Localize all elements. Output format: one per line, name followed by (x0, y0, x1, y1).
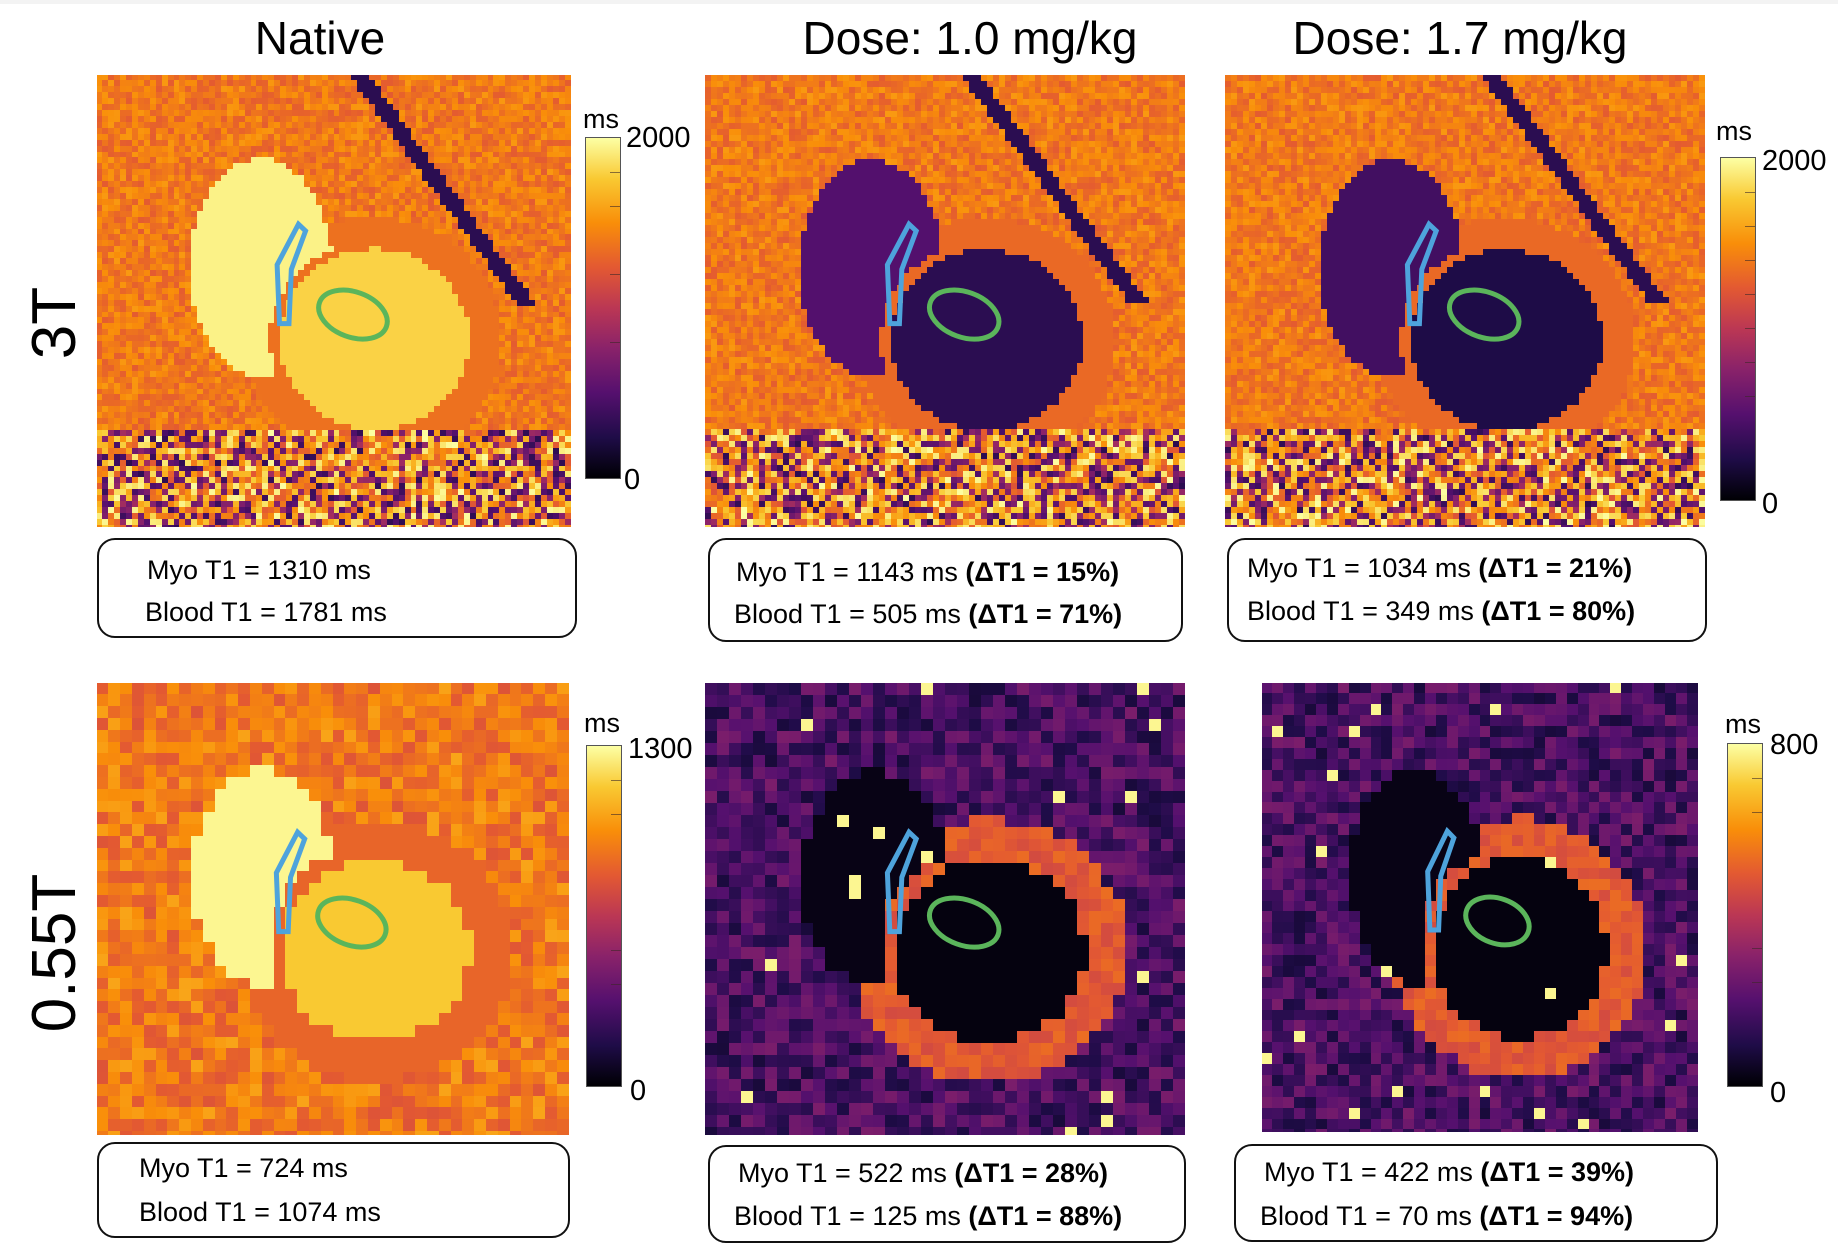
colorbar-max-label: 800 (1770, 729, 1819, 761)
t1-map-image (705, 75, 1185, 527)
roi-overlay (884, 220, 1002, 342)
colorbar-max-label: 1300 (628, 733, 693, 765)
blood-pool-roi (315, 895, 389, 950)
roi-overlay (273, 828, 389, 950)
myocardium-roi (274, 220, 309, 327)
blood-pool-roi (1463, 894, 1532, 948)
row-label-0-55t: 0.55T (20, 873, 89, 1033)
blood-pool-roi (926, 895, 1002, 950)
colorbar-gradient (1720, 157, 1756, 501)
column-title-native: Native (254, 12, 386, 64)
blood-t1-value: Blood T1 = 1781 ms (145, 597, 387, 627)
t1-map-image (1225, 75, 1705, 527)
t1-map-image (1262, 683, 1698, 1132)
colorbar-gradient (586, 745, 622, 1087)
t1-map-0-55t-dose-1-0 (705, 683, 1185, 1135)
myo-t1-value: Myo T1 = 1310 ms (147, 555, 371, 585)
colorbar-unit: ms (1725, 709, 1761, 739)
stat-box-0-55t-native: Myo T1 = 724 ms Blood T1 = 1074 ms (97, 1142, 570, 1238)
column-title-dose-1-0: Dose: 1.0 mg/kg (802, 12, 1138, 64)
stat-box-3t-dose-1-0: Myo T1 = 1143 ms (ΔT1 = 15%) Blood T1 = … (708, 538, 1183, 642)
myo-t1-value: Myo T1 = 522 ms (ΔT1 = 28%) (738, 1158, 1109, 1188)
colorbar-gradient (585, 137, 621, 479)
t1-map-3t-native (97, 75, 571, 527)
top-border (0, 0, 1838, 4)
myocardium-roi (273, 828, 308, 935)
t1-map-image (705, 683, 1185, 1135)
colorbar-min-label: 0 (630, 1075, 647, 1107)
colorbar-unit: ms (584, 708, 620, 738)
blood-t1-value: Blood T1 = 349 ms (ΔT1 = 80%) (1247, 596, 1636, 626)
myocardium-roi (1425, 826, 1457, 933)
stat-box-3t-native: Myo T1 = 1310 ms Blood T1 = 1781 ms (97, 538, 577, 638)
t1-map-0-55t-native (97, 683, 569, 1135)
t1-map-3t-dose-1-7 (1225, 75, 1705, 527)
colorbar-min-label: 0 (1762, 488, 1779, 520)
myo-t1-value: Myo T1 = 1143 ms (ΔT1 = 15%) (736, 557, 1120, 587)
colorbar-min-label: 0 (624, 464, 641, 496)
blood-pool-roi (926, 287, 1002, 342)
stat-box-0-55t-dose-1-0: Myo T1 = 522 ms (ΔT1 = 28%) Blood T1 = 1… (708, 1145, 1186, 1243)
roi-overlay (1404, 220, 1522, 342)
blood-t1-value: Blood T1 = 1074 ms (139, 1197, 381, 1227)
myocardium-roi (884, 220, 920, 327)
myo-t1-value: Myo T1 = 422 ms (ΔT1 = 39%) (1264, 1157, 1635, 1187)
myocardium-roi (884, 828, 920, 935)
colorbar-unit: ms (583, 104, 619, 134)
colorbar-min-label: 0 (1770, 1077, 1787, 1109)
colorbar-max-label: 2000 (1762, 145, 1827, 177)
stat-box-3t-dose-1-7: Myo T1 = 1034 ms (ΔT1 = 21%) Blood T1 = … (1227, 538, 1707, 642)
colorbar-max-label: 2000 (626, 122, 691, 154)
blood-pool-roi (1446, 287, 1522, 342)
colorbar-gradient (1727, 743, 1763, 1087)
column-title-dose-1-7: Dose: 1.7 mg/kg (1292, 12, 1628, 64)
colorbar-unit: ms (1716, 116, 1752, 146)
t1-map-0-55t-dose-1-7 (1262, 683, 1698, 1132)
blood-pool-roi (316, 287, 390, 342)
roi-overlay (884, 828, 1002, 950)
roi-overlay (1425, 826, 1532, 948)
row-label-3t: 3T (20, 286, 89, 360)
blood-t1-value: Blood T1 = 70 ms (ΔT1 = 94%) (1260, 1201, 1634, 1231)
myocardium-roi (1404, 220, 1440, 327)
myo-t1-value: Myo T1 = 1034 ms (ΔT1 = 21%) (1247, 553, 1633, 583)
blood-t1-value: Blood T1 = 505 ms (ΔT1 = 71%) (734, 599, 1123, 629)
roi-overlay (274, 220, 390, 342)
myo-t1-value: Myo T1 = 724 ms (139, 1153, 348, 1183)
blood-t1-value: Blood T1 = 125 ms (ΔT1 = 88%) (734, 1201, 1123, 1231)
t1-map-image (97, 75, 571, 527)
t1-map-image (97, 683, 569, 1135)
t1-map-3t-dose-1-0 (705, 75, 1185, 527)
stat-box-0-55t-dose-1-7: Myo T1 = 422 ms (ΔT1 = 39%) Blood T1 = 7… (1234, 1144, 1718, 1242)
